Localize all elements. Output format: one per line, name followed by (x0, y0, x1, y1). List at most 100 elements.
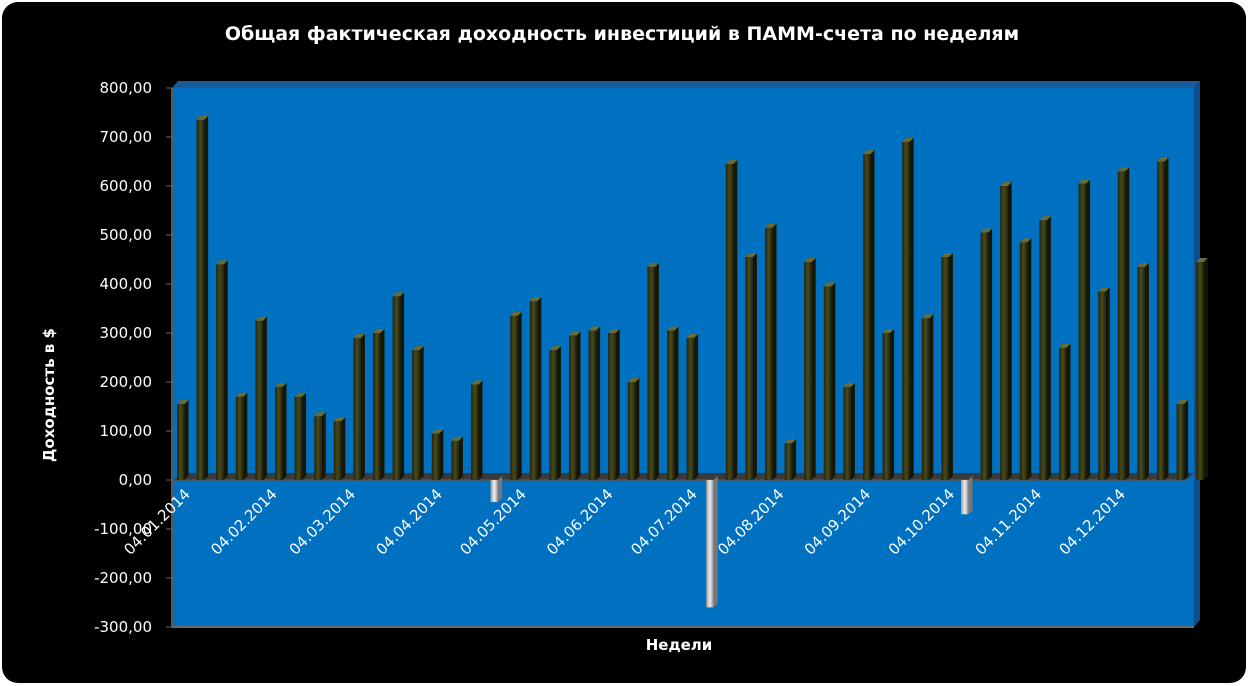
bar-side (890, 329, 895, 480)
bar-top (765, 223, 777, 228)
bar-side (223, 260, 228, 480)
bar (804, 257, 816, 480)
bar-top (353, 333, 365, 338)
bar-top (1196, 257, 1208, 262)
bar-front (510, 315, 518, 480)
bar-front (1157, 161, 1165, 480)
bar (216, 260, 228, 480)
y-tick-label: 300,00 (100, 324, 153, 342)
bar (1039, 216, 1051, 481)
bar-top (627, 378, 640, 382)
bar-side (321, 412, 326, 480)
bar (412, 346, 424, 480)
bar-top (451, 436, 463, 441)
bar-side (752, 253, 757, 480)
bar (882, 329, 895, 480)
bar-top (177, 400, 189, 405)
bar (647, 262, 659, 480)
bar-top (529, 297, 542, 302)
bar-side (1203, 257, 1208, 480)
bar-front (588, 330, 597, 480)
bar-side (419, 346, 424, 480)
bar-side (929, 314, 934, 480)
bar (333, 417, 346, 480)
bar (1098, 287, 1110, 480)
bar-top (1098, 287, 1110, 292)
bar (392, 292, 405, 480)
bar-top (431, 429, 444, 434)
bar-top (1157, 157, 1169, 162)
bar-front (647, 266, 655, 480)
bar-front (961, 480, 969, 515)
bar-top (392, 292, 405, 297)
bar-front (1059, 347, 1067, 480)
bar (588, 326, 601, 480)
bar-front (1117, 171, 1126, 481)
bar-front (725, 163, 734, 480)
bar (510, 311, 522, 480)
bar-top (686, 333, 699, 338)
bar-side (1066, 343, 1071, 480)
y-tick-label: 400,00 (100, 275, 153, 293)
bar-front (373, 333, 381, 480)
bar (1078, 179, 1091, 481)
y-tick-label: 200,00 (100, 373, 153, 391)
y-tick-label: 800,00 (100, 79, 153, 97)
bar-side (811, 257, 816, 480)
bar-side (792, 439, 797, 480)
bar (725, 159, 738, 480)
bar (1157, 157, 1169, 480)
bar-front (333, 421, 342, 480)
bar-front (608, 333, 616, 480)
bar-front (1176, 404, 1185, 480)
bar-side (1105, 287, 1110, 480)
bar-side (1086, 179, 1091, 481)
bar-top (569, 331, 581, 336)
bar-front (1137, 266, 1145, 480)
bar-side (948, 253, 953, 480)
bar-side (576, 331, 581, 480)
bar-top (255, 316, 267, 321)
plot-area-top-edge (172, 81, 1200, 88)
y-tick-label: -200,00 (94, 569, 152, 587)
bar-top (1078, 179, 1091, 184)
bar-front (627, 382, 636, 480)
bar-top (804, 257, 816, 262)
bar (1117, 167, 1130, 481)
bar-side (1144, 262, 1149, 480)
bar-front (843, 386, 851, 480)
bar-side (635, 378, 640, 480)
bar (941, 253, 953, 480)
bar-side (360, 333, 365, 480)
bar-side (556, 346, 561, 480)
bar (706, 476, 718, 608)
y-tick-label: -100,00 (94, 520, 152, 538)
bar-top (843, 382, 855, 387)
bar (569, 331, 581, 480)
bar (823, 282, 836, 480)
bar-front (177, 404, 185, 480)
bar-top (1000, 182, 1012, 186)
bar-top (647, 262, 659, 267)
bar-top (882, 329, 895, 333)
bar-front (745, 257, 753, 480)
bar-side (909, 137, 914, 480)
bar-front (1078, 183, 1087, 481)
bar (294, 392, 307, 480)
bar (451, 436, 463, 480)
bar-front (235, 396, 244, 480)
bar-side (772, 223, 777, 480)
bar-side (654, 262, 659, 480)
bar-front (784, 443, 793, 480)
bar-top (549, 346, 561, 351)
bar (921, 314, 934, 480)
zero-floor (172, 473, 1194, 480)
bar-top (235, 392, 248, 397)
bar (902, 137, 914, 480)
bar-front (902, 141, 910, 480)
bar-side (1027, 238, 1032, 480)
bar-top (941, 253, 953, 258)
bar-top (333, 417, 346, 422)
bar-side (1125, 167, 1130, 481)
bar-side (733, 159, 738, 480)
